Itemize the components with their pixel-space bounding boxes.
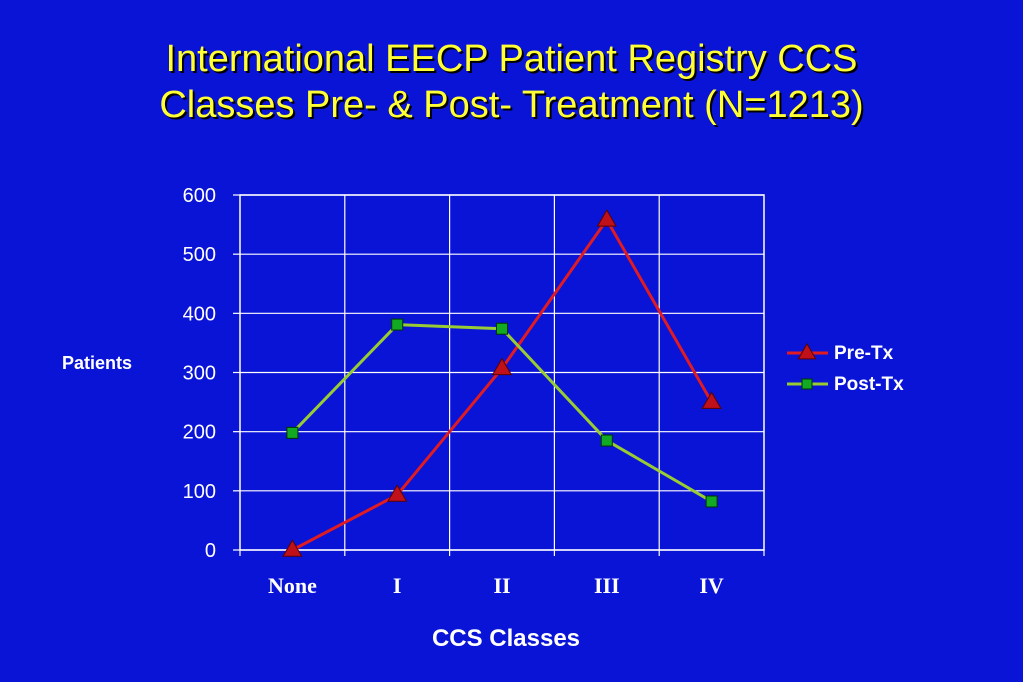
y-tick-label: 300 <box>183 363 216 385</box>
point-marker <box>701 391 722 409</box>
point-marker <box>491 357 513 376</box>
legend: Pre-Tx Post-Tx <box>787 342 904 395</box>
x-axis-ticks: None I II III IV <box>239 550 765 598</box>
x-tick-label: None <box>268 573 317 598</box>
x-tick-label: IV <box>699 573 724 598</box>
legend-label: Post-Tx <box>834 374 904 395</box>
slide-title: International EECP Patient Registry CCS … <box>0 36 1023 128</box>
y-axis-label: Patients <box>62 353 132 373</box>
series-post-tx <box>286 318 718 508</box>
point-marker <box>705 495 718 508</box>
x-tick-label: III <box>594 573 620 598</box>
y-tick-label: 500 <box>183 244 216 266</box>
legend-item: Pre-Tx <box>787 342 894 364</box>
y-axis-ticks: 0 100 200 300 400 500 600 <box>183 185 240 562</box>
point-marker <box>797 342 817 360</box>
title-line-2: Classes Pre- & Post- Treatment (N=1213) <box>159 84 864 126</box>
y-tick-label: 200 <box>183 422 216 444</box>
x-tick-label: II <box>493 573 510 598</box>
point-marker <box>282 539 303 557</box>
point-marker <box>286 426 299 439</box>
point-marker <box>801 378 813 390</box>
legend-item: Post-Tx <box>787 374 904 395</box>
point-marker <box>391 318 404 331</box>
point-marker <box>600 434 613 447</box>
point-marker <box>387 484 408 502</box>
y-tick-label: 400 <box>183 303 216 325</box>
y-tick-label: 100 <box>183 481 216 503</box>
y-tick-label: 0 <box>205 540 216 562</box>
point-marker <box>596 209 617 227</box>
legend-label: Pre-Tx <box>834 343 894 364</box>
x-tick-label: I <box>393 573 402 598</box>
y-tick-label: 600 <box>183 185 216 207</box>
title-line-1: International EECP Patient Registry CCS <box>165 38 858 80</box>
series-pre-tx <box>282 209 722 557</box>
series-group <box>282 209 722 557</box>
point-marker <box>496 322 508 335</box>
x-axis-label: CCS Classes <box>432 625 580 652</box>
